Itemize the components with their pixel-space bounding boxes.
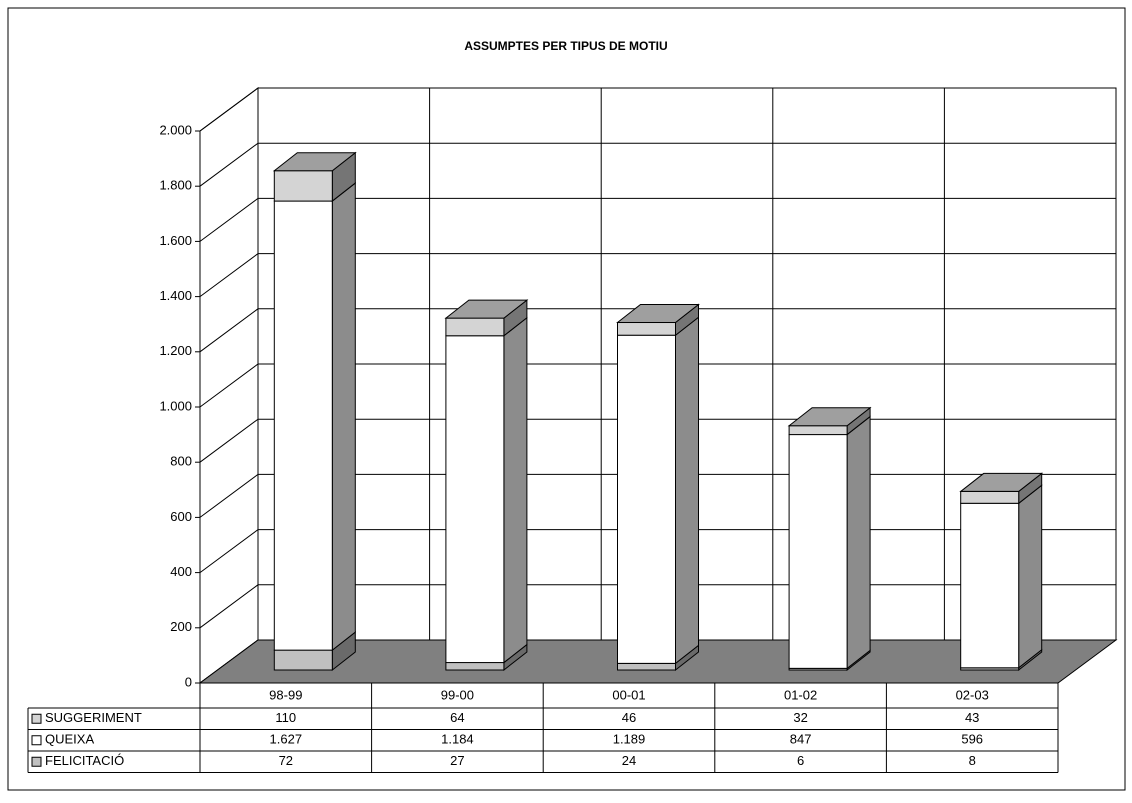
bar <box>273 170 333 202</box>
legend-key <box>31 713 42 724</box>
chart-title: ASSUMPTES PER TIPUS DE MOTIU <box>464 39 667 53</box>
x-tick-label: 02-03 <box>956 687 989 702</box>
y-tick-label: 2.000 <box>159 122 192 137</box>
table-value: 1.189 <box>613 732 646 747</box>
bar <box>445 335 505 664</box>
legend-key <box>31 735 42 746</box>
table-value: 1.184 <box>441 732 474 747</box>
y-tick-label: 800 <box>170 454 192 469</box>
table-value: 27 <box>450 753 464 768</box>
table-value: 6 <box>797 753 804 768</box>
bar <box>273 649 333 671</box>
y-tick-label: 600 <box>170 509 192 524</box>
legend-label: SUGGERIMENT <box>45 710 142 725</box>
y-tick-label: 1.000 <box>159 398 192 413</box>
table-value: 1.627 <box>270 732 303 747</box>
bar-top <box>959 472 1044 492</box>
table-value: 596 <box>961 732 983 747</box>
bar <box>960 490 1020 504</box>
bar-top <box>444 299 529 319</box>
bar <box>617 334 676 664</box>
y-tick-label: 1.400 <box>159 288 192 303</box>
table-value: 110 <box>275 710 296 725</box>
y-tick-label: 1.200 <box>159 343 192 358</box>
x-tick-label: 98-99 <box>269 687 302 702</box>
table-value: 8 <box>969 753 976 768</box>
table-value: 72 <box>279 753 293 768</box>
y-tick-label: 0 <box>185 674 192 689</box>
bar-top <box>272 152 357 172</box>
y-tick-label: 200 <box>170 619 192 634</box>
y-tick-label: 400 <box>170 564 192 579</box>
y-tick-label: 1.800 <box>159 178 192 193</box>
legend-key <box>31 756 42 767</box>
bar <box>445 662 505 671</box>
x-tick-label: 00-01 <box>612 687 645 702</box>
bar <box>788 434 848 669</box>
bar <box>617 322 676 336</box>
bar-side <box>675 316 699 665</box>
bar <box>617 662 676 671</box>
bar <box>788 425 848 436</box>
table-value: 64 <box>450 710 464 725</box>
y-tick-label: 1.600 <box>159 233 192 248</box>
x-tick-label: 99-00 <box>441 687 474 702</box>
table-value: 847 <box>790 732 812 747</box>
bar-side <box>331 182 356 652</box>
table-value: 43 <box>965 710 979 725</box>
legend-label: FELICITACIÓ <box>45 753 124 768</box>
table-value: 24 <box>622 753 636 768</box>
x-tick-label: 01-02 <box>784 687 817 702</box>
bar-top <box>616 304 700 324</box>
bar-side <box>846 415 871 670</box>
table-value: 46 <box>622 710 636 725</box>
bar <box>445 317 505 337</box>
bar-side <box>1018 484 1043 669</box>
bar-side <box>503 316 528 664</box>
table-value: 32 <box>793 710 807 725</box>
bar <box>960 502 1020 669</box>
bar <box>273 200 333 651</box>
legend-label: QUEIXA <box>45 732 94 747</box>
bar-top <box>787 407 872 427</box>
